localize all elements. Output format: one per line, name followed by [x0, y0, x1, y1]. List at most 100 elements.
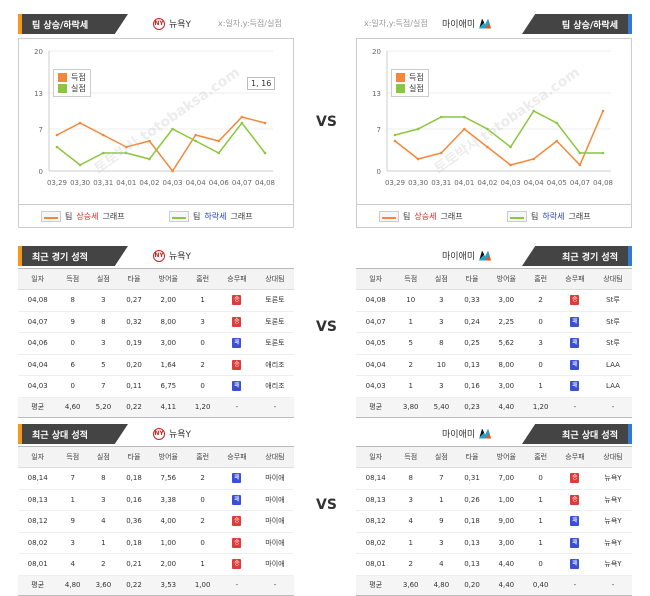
left-h2h-header: 최근 상대 성적 NY 뉴욕Y — [18, 424, 294, 446]
column-header: 득점 — [57, 446, 89, 468]
table-cell: 0,21 — [118, 553, 150, 576]
legend-scored: 득점 — [58, 72, 86, 83]
data-point — [217, 151, 221, 155]
table-cell: 0,13 — [456, 532, 488, 554]
right-team-label-2: 마이애미 — [442, 249, 492, 262]
allowed-series-line — [56, 121, 266, 166]
table-cell: 04,03 — [18, 375, 58, 398]
average-cell: 평균 — [18, 575, 58, 596]
right-team-name: 마이애미 — [442, 252, 476, 262]
table-cell: 7,56 — [149, 467, 188, 490]
right-recent-header: 마이애미 최근 경기 성적 — [356, 246, 632, 268]
data-point — [263, 151, 267, 155]
chart-tooltip: 1, 16 — [247, 77, 276, 90]
table-cell: 08,13 — [18, 489, 58, 511]
table-row: 08,12 4 9 0,18 9,00 1 패 뉴욕Y — [356, 510, 632, 533]
chart-legend: 득점 실점 — [53, 69, 91, 97]
table-cell: 04,07 — [18, 311, 58, 333]
allowed-series-line — [394, 110, 603, 154]
h2h-tab-right: 최근 상대 성적 — [522, 424, 632, 444]
table-cell: 2 — [525, 289, 556, 312]
result-cell: 패 — [217, 332, 256, 355]
right-team-name: 마이애미 — [442, 430, 476, 440]
rise-legend: 팀 상승세 그래프 — [41, 211, 125, 222]
data-point — [171, 169, 174, 173]
x-tick-label: 04,05 — [547, 179, 567, 187]
average-cell: 4,80 — [57, 575, 89, 596]
fall-suffix: 그래프 — [230, 212, 253, 221]
table-cell: 08,01 — [18, 553, 58, 576]
data-point — [486, 127, 489, 131]
table-cell: 04,08 — [356, 289, 396, 312]
left-trend-panel: 팀 상승/하락세 NY 뉴욕Y x:일자,y:득점/실점 0 7 13 20 03,29… — [18, 14, 294, 228]
h2h-tab: 최근 상대 성적 — [18, 424, 128, 444]
data-point — [148, 139, 151, 143]
table-cell: 토론토 — [255, 311, 294, 333]
allowed-swatch-icon — [396, 84, 405, 93]
column-header: 타율 — [118, 268, 150, 290]
left-recent-panel: 최근 경기 성적 NY 뉴욕Y 일자 득점 실점 타율 방어율 홈런 승무패 상대팀 04,08… — [18, 246, 294, 418]
table-cell: 뉴욕Y — [593, 532, 632, 554]
data-point — [578, 163, 582, 167]
table-cell: 3 — [426, 375, 457, 398]
rise-suffix: 그래프 — [440, 212, 463, 221]
table-cell: 8 — [88, 311, 119, 333]
data-point — [194, 139, 197, 143]
average-cell: 평균 — [356, 575, 396, 596]
scored-swatch-icon — [396, 73, 405, 82]
data-point — [55, 133, 59, 137]
table-cell: 0,36 — [118, 510, 150, 533]
table-row: 04,03 0 7 0,11 6,75 0 패 애리조 — [18, 375, 294, 398]
fall-prefix: 팀 — [531, 212, 539, 221]
rise-line-icon — [379, 211, 399, 222]
result-badge: 패 — [570, 338, 580, 349]
axis-hint-right: x:일자,y:득점/실점 — [364, 19, 428, 28]
ny-yankees-logo-icon: NY — [153, 17, 165, 30]
table-cell: 08,12 — [18, 510, 58, 533]
column-header: 일자 — [356, 446, 396, 468]
result-cell: 패 — [217, 467, 256, 490]
result-cell: 패 — [555, 510, 594, 533]
table-cell: 1 — [187, 553, 218, 576]
result-cell: 승 — [217, 553, 256, 576]
table-cell: 5 — [88, 354, 119, 376]
table-cell: 5 — [395, 332, 427, 355]
table-cell: 0,20 — [118, 354, 150, 376]
table-cell: 마이애 — [255, 532, 294, 554]
average-cell: - — [593, 575, 632, 596]
right-trend-header: x:일자,y:득점/실점 마이애미 팀 상승/하락세 — [356, 14, 632, 36]
average-cell: 0,22 — [118, 397, 150, 418]
table-cell: St루 — [593, 311, 632, 333]
table-row: 04,04 6 5 0,20 1,64 2 승 애리조 — [18, 354, 294, 376]
average-cell: 4,60 — [57, 397, 89, 418]
table-cell: 0 — [187, 489, 218, 511]
table-cell: 04,04 — [356, 354, 396, 376]
data-point — [486, 145, 489, 149]
result-badge: 패 — [232, 494, 242, 505]
column-header: 상대팀 — [255, 446, 294, 468]
average-cell: 0,22 — [118, 575, 150, 596]
trend-tab: 팀 상승/하락세 — [18, 14, 128, 34]
table-row: 04,07 1 3 0,24 2,25 0 패 St루 — [356, 311, 632, 333]
data-point — [78, 163, 82, 167]
average-cell: 3,80 — [395, 397, 427, 418]
table-cell: 1 — [426, 489, 457, 511]
table-cell: 토론토 — [255, 332, 294, 355]
table-cell: 0,27 — [118, 289, 150, 312]
table-cell: 7,00 — [487, 467, 526, 490]
data-point — [240, 115, 244, 119]
allowed-swatch-icon — [58, 84, 67, 93]
table-cell: 1,64 — [149, 354, 188, 376]
average-cell: - — [217, 397, 256, 418]
table-cell: 3 — [395, 489, 427, 511]
table-cell: 0,13 — [456, 354, 488, 376]
result-badge: 패 — [570, 381, 580, 392]
table-cell: 08,12 — [356, 510, 396, 533]
recent-tab-right: 최근 경기 성적 — [522, 246, 632, 266]
left-team-label-2: NY 뉴욕Y — [153, 249, 191, 262]
table-cell: 04,08 — [18, 289, 58, 312]
average-row: 평균 4,60 5,20 0,22 4,11 1,20- - — [18, 397, 294, 418]
rise-suffix: 그래프 — [102, 212, 125, 221]
rise-prefix: 팀 — [65, 212, 73, 221]
